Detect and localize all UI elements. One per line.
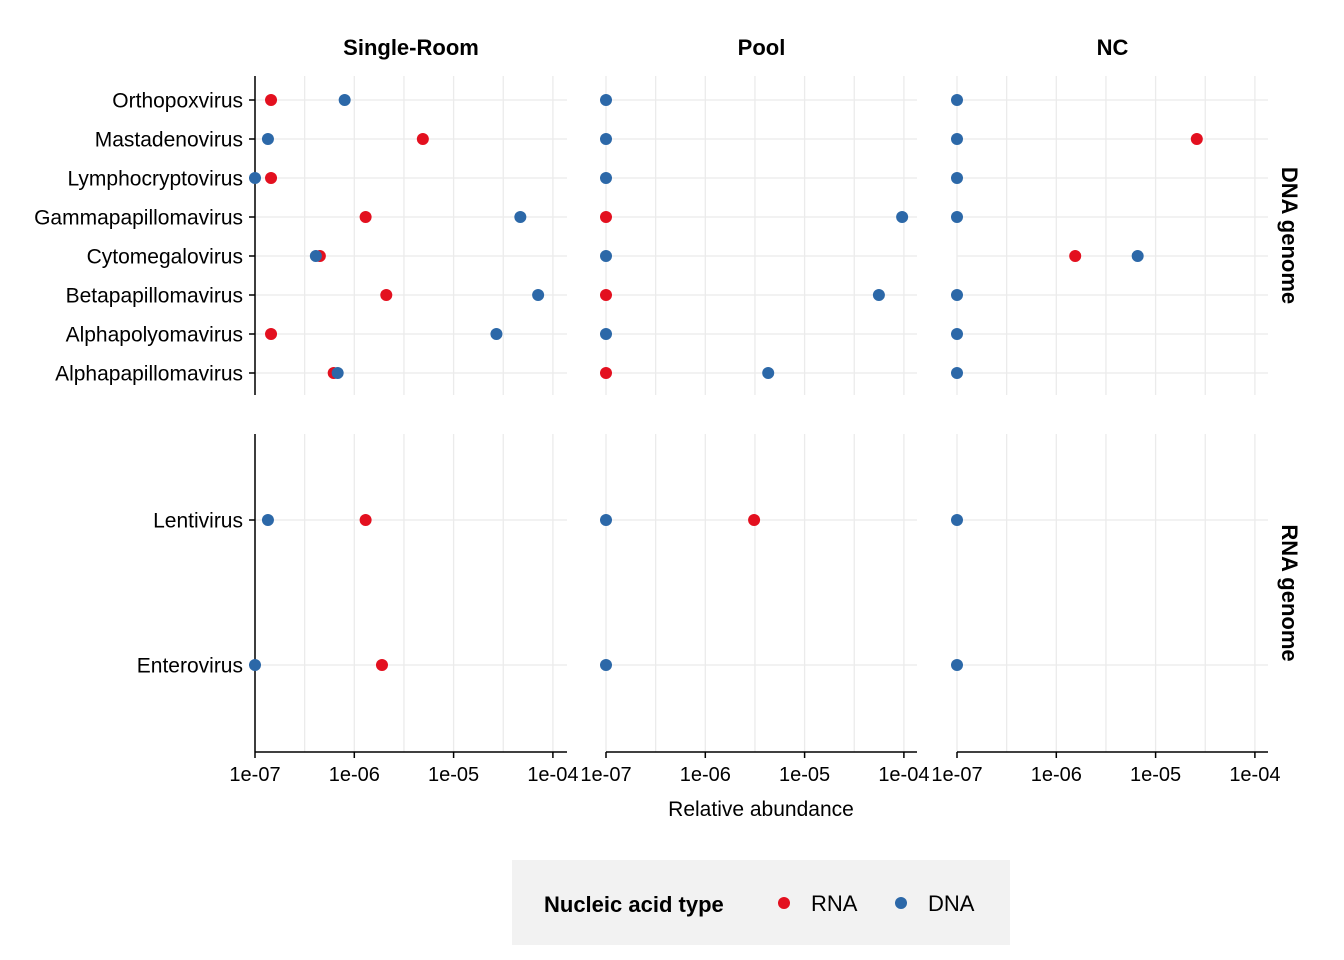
point-rna-single-room-lentivirus — [359, 514, 372, 526]
point-dna-pool-betapapillomavirus — [872, 289, 885, 301]
point-dna-pool-mastadenovirus — [600, 133, 612, 145]
point-dna-nc-enterovirus — [951, 659, 963, 671]
point-dna-single-room-alphapapillomavirus — [331, 367, 344, 379]
legend: Nucleic acid type RNA DNA — [512, 860, 1010, 945]
facet-strip-dna-genome: DNA genome — [1277, 167, 1302, 304]
point-rna-nc-cytomegalovirus — [1069, 250, 1082, 262]
legend-background — [512, 860, 1010, 945]
legend-key-dna — [895, 897, 907, 909]
point-dna-nc-mastadenovirus — [951, 133, 963, 145]
facet-strip-nc: NC — [1097, 35, 1129, 60]
x-tick-label: 1e-06 — [1031, 764, 1082, 786]
point-dna-pool-cytomegalovirus — [600, 250, 612, 262]
point-rna-single-room-alphapolyomavirus — [265, 328, 278, 340]
point-dna-nc-lymphocryptovirus — [951, 172, 963, 184]
point-rna-nc-mastadenovirus — [1190, 133, 1203, 145]
point-rna-pool-betapapillomavirus — [600, 289, 612, 301]
y-tick-label-lentivirus: Lentivirus — [153, 510, 243, 533]
point-dna-nc-alphapapillomavirus — [951, 367, 963, 379]
point-dna-pool-gammapapillomavirus — [896, 211, 909, 223]
legend-title: Nucleic acid type — [544, 892, 724, 917]
grid-layer — [254, 76, 1268, 752]
x-axis-title: Relative abundance — [668, 798, 854, 821]
point-layer — [249, 94, 1203, 671]
x-tick-label: 1e-07 — [229, 764, 280, 786]
point-dna-nc-gammapapillomavirus — [951, 211, 963, 223]
point-rna-single-room-orthopoxvirus — [265, 94, 278, 106]
legend-label-dna: DNA — [928, 891, 975, 916]
point-dna-pool-lentivirus — [600, 514, 612, 526]
point-dna-single-room-gammapapillomavirus — [514, 211, 527, 223]
point-rna-pool-lentivirus — [748, 514, 761, 526]
x-tick-label: 1e-07 — [580, 764, 631, 786]
facet-strip-rna-genome: RNA genome — [1277, 524, 1302, 661]
y-tick-label-lymphocryptovirus: Lymphocryptovirus — [68, 168, 243, 191]
point-dna-single-room-lymphocryptovirus — [249, 172, 261, 184]
point-rna-pool-alphapapillomavirus — [600, 367, 612, 379]
point-dna-single-room-cytomegalovirus — [309, 250, 322, 262]
label-layer: 1e-07 1e-06 1e-05 1e-04 1e-07 1e-06 1e-05 1e-04… — [34, 35, 1302, 786]
facet-strip-single-room: Single-Room — [343, 35, 479, 60]
x-tick-label: 1e-05 — [1130, 764, 1181, 786]
y-tick-label-orthopoxvirus: Orthopoxvirus — [112, 90, 243, 113]
legend-label-rna: RNA — [811, 891, 858, 916]
point-dna-nc-alphapolyomavirus — [951, 328, 963, 340]
y-tick-label-alphapolyomavirus: Alphapolyomavirus — [66, 324, 243, 347]
y-tick-label-enterovirus: Enterovirus — [137, 655, 243, 678]
axis-layer — [249, 76, 1268, 758]
y-tick-label-gammapapillomavirus: Gammapapillomavirus — [34, 207, 243, 230]
x-tick-label: 1e-04 — [878, 764, 929, 786]
point-dna-pool-alphapolyomavirus — [600, 328, 612, 340]
point-dna-single-room-betapapillomavirus — [532, 289, 545, 301]
x-tick-label: 1e-04 — [1229, 764, 1280, 786]
point-dna-single-room-enterovirus — [249, 659, 261, 671]
point-dna-pool-alphapapillomavirus — [762, 367, 775, 379]
legend-items: RNA DNA — [778, 891, 975, 916]
x-tick-label: 1e-06 — [680, 764, 731, 786]
point-dna-nc-lentivirus — [951, 514, 963, 526]
point-dna-pool-lymphocryptovirus — [600, 172, 612, 184]
point-rna-single-room-enterovirus — [375, 659, 388, 671]
legend-key-rna — [778, 897, 790, 909]
y-tick-label-mastadenovirus: Mastadenovirus — [95, 129, 243, 152]
point-dna-pool-enterovirus — [600, 659, 612, 671]
point-rna-pool-gammapapillomavirus — [600, 211, 612, 223]
point-dna-single-room-alphapolyomavirus — [490, 328, 503, 340]
point-dna-nc-orthopoxvirus — [951, 94, 963, 106]
x-tick-label: 1e-04 — [527, 764, 578, 786]
facet-strip-pool: Pool — [738, 35, 786, 60]
y-tick-label-cytomegalovirus: Cytomegalovirus — [87, 246, 243, 269]
point-rna-single-room-mastadenovirus — [416, 133, 429, 145]
point-dna-single-room-mastadenovirus — [261, 133, 274, 145]
x-tick-label: 1e-07 — [931, 764, 982, 786]
point-dna-single-room-lentivirus — [261, 514, 274, 526]
point-dna-pool-orthopoxvirus — [600, 94, 612, 106]
x-tick-label: 1e-05 — [779, 764, 830, 786]
point-rna-single-room-betapapillomavirus — [380, 289, 393, 301]
point-dna-nc-betapapillomavirus — [951, 289, 963, 301]
point-dna-single-room-orthopoxvirus — [338, 94, 351, 106]
x-tick-label: 1e-06 — [329, 764, 380, 786]
point-dna-nc-cytomegalovirus — [1131, 250, 1144, 262]
point-rna-single-room-lymphocryptovirus — [265, 172, 278, 184]
x-tick-label: 1e-05 — [428, 764, 479, 786]
y-tick-label-betapapillomavirus: Betapapillomavirus — [66, 285, 243, 308]
point-rna-single-room-gammapapillomavirus — [359, 211, 372, 223]
y-tick-label-alphapapillomavirus: Alphapapillomavirus — [55, 363, 243, 386]
